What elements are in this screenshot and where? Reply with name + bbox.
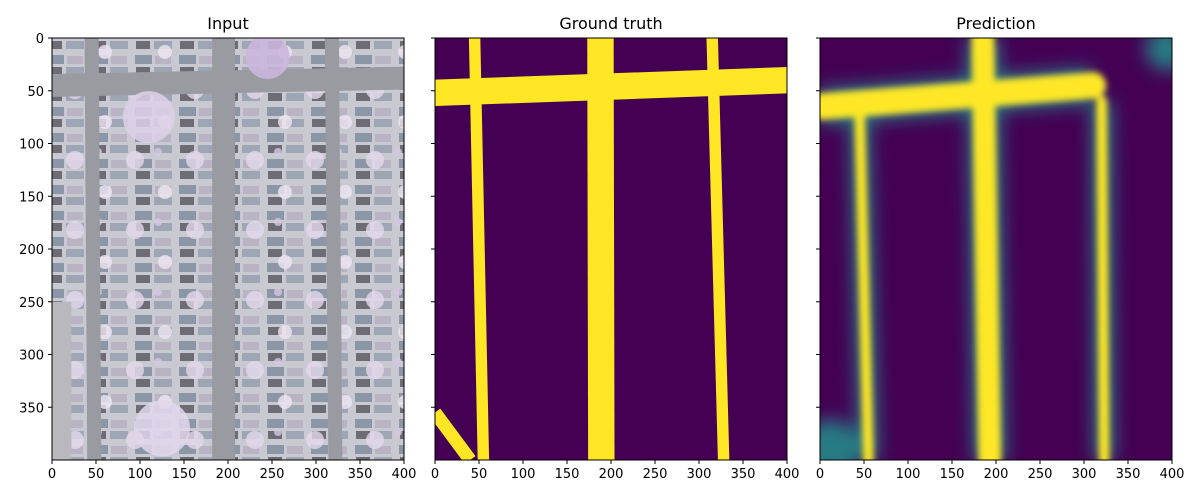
x-tick-label: 400 [392,467,417,482]
prediction-corner-blob [1145,38,1172,71]
road-segment-5 [435,408,476,460]
y-tick-label: 150 [19,190,44,205]
x-tick-label: 250 [643,467,668,482]
x-tick-label: 200 [599,467,624,482]
photo-tree-canopy [134,400,190,457]
y-tick-label: 300 [19,349,44,364]
x-tick-label: 350 [348,467,373,482]
subplot-3: Prediction 0 50 100 150 200 250 300 350 400 [816,14,1185,482]
image-area [52,38,404,460]
image-area [435,38,787,460]
road-mask [435,38,787,460]
road-segment-3 [706,38,730,460]
image-area [820,38,1172,460]
x-tick-label: 0 [431,467,439,482]
x-tick-label: 0 [816,467,824,482]
x-tick-label: 150 [172,467,197,482]
prediction-corner-blob [820,419,861,460]
road-segment-2 [971,38,1002,460]
road-segment-4 [435,67,787,107]
road-segment-1 [854,106,874,460]
road-segment-1 [468,38,490,460]
x-tick-label: 100 [128,467,153,482]
x-tick-label: 250 [260,467,285,482]
road-mask [820,38,1110,460]
photo-tree-canopy [245,38,290,79]
photo-tree-canopy [122,91,175,144]
photo-street [52,66,404,97]
x-tick-label: 100 [511,467,536,482]
x-tick-label: 250 [1028,467,1053,482]
x-tick-label: 50 [471,467,488,482]
y-tick-label: 250 [19,296,44,311]
y-tick-label: 100 [19,138,44,153]
y-tick-label: 350 [19,401,44,416]
subplot-2: Ground truth 0 50 100 150 200 250 300 350 400 [431,14,800,482]
x-tick-label: 200 [216,467,241,482]
x-tick-label: 350 [1116,467,1141,482]
y-tick-label: 0 [36,32,44,47]
road-segment-2 [587,38,615,460]
x-tick-label: 300 [1072,467,1097,482]
x-tick-label: 350 [731,467,756,482]
photo-street [84,38,102,460]
x-tick-label: 150 [555,467,580,482]
x-tick-label: 50 [88,467,105,482]
photo-lot [52,301,72,460]
y-tick-label: 200 [19,243,44,258]
x-tick-label: 150 [940,467,965,482]
x-tick-label: 0 [48,467,56,482]
subplot-1: Input 0 50 100 150 200 250 300 350 400 0 50 100 150 20… [19,14,416,482]
x-tick-label: 50 [856,467,873,482]
y-tick-label: 50 [27,85,44,100]
subplot-title: Prediction [956,14,1035,33]
x-tick-label: 300 [304,467,329,482]
x-tick-label: 100 [896,467,921,482]
x-tick-label: 400 [775,467,800,482]
subplots: Input 0 50 100 150 200 250 300 350 400 0 50 100 150 20… [19,14,1185,482]
subplot-title: Input [207,14,248,33]
photo-street [324,38,343,460]
subplot-title: Ground truth [559,14,662,33]
x-tick-label: 300 [687,467,712,482]
road-segment-4 [820,72,1107,120]
x-tick-label: 400 [1160,467,1185,482]
road-segment-3 [1096,96,1110,460]
x-tick-label: 200 [984,467,1009,482]
